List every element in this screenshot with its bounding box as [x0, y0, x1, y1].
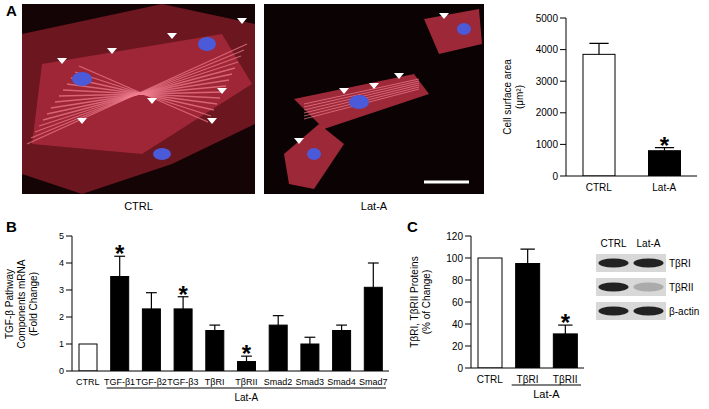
html-text:B: B	[6, 218, 17, 235]
svg-text:*: *	[242, 340, 252, 367]
html-text:Cell surface area: Cell surface area	[502, 59, 513, 135]
svg-text:4: 4	[59, 258, 64, 268]
svg-text:Smad3: Smad3	[295, 377, 324, 387]
svg-text:0: 0	[552, 171, 558, 182]
svg-text:TβRII: TβRII	[235, 377, 257, 387]
html-text:TβRII: TβRII	[669, 281, 694, 293]
svg-text:CTRL: CTRL	[586, 182, 613, 193]
html-text:C: C	[407, 218, 418, 235]
svg-text:*: *	[660, 132, 670, 159]
svg-text:3000: 3000	[536, 76, 559, 87]
svg-text:TGF-β2: TGF-β2	[136, 377, 167, 387]
svg-text:80: 80	[452, 275, 464, 286]
svg-text:Lat-A: Lat-A	[234, 392, 258, 403]
svg-text:TβRI: TβRI	[205, 377, 225, 387]
html-text:(μm²): (μm²)	[514, 85, 525, 109]
svg-text:2: 2	[59, 312, 64, 322]
svg-text:Smad4: Smad4	[327, 377, 356, 387]
svg-text:0: 0	[59, 366, 64, 376]
svg-text:CTRL: CTRL	[76, 377, 100, 387]
svg-text:CTRL: CTRL	[477, 374, 504, 385]
svg-text:1: 1	[59, 339, 64, 349]
html-text:TβRI: TβRI	[669, 257, 691, 269]
html-text:CTRL: CTRL	[600, 238, 627, 249]
svg-text:1000: 1000	[536, 139, 559, 150]
svg-text:120: 120	[446, 231, 463, 242]
html-text:(Fold Change): (Fold Change)	[28, 271, 39, 336]
svg-text:60: 60	[452, 297, 464, 308]
svg-text:2000: 2000	[536, 107, 559, 118]
svg-text:TβRI: TβRI	[517, 374, 539, 385]
html-text:A: A	[6, 2, 17, 19]
html-text:β-actin: β-actin	[669, 305, 700, 317]
svg-text:*: *	[115, 240, 125, 267]
html-text:(% of Change): (% of Change)	[421, 269, 432, 335]
svg-text:*: *	[561, 309, 571, 336]
svg-text:20: 20	[452, 341, 464, 352]
svg-text:4000: 4000	[536, 44, 559, 55]
svg-text:*: *	[178, 281, 188, 308]
svg-text:3: 3	[59, 285, 64, 295]
svg-text:Lat-A: Lat-A	[652, 182, 676, 193]
svg-text:5: 5	[59, 231, 64, 241]
svg-text:TβRII: TβRII	[553, 374, 578, 385]
svg-text:40: 40	[452, 319, 464, 330]
html-text:Lat-A: Lat-A	[360, 200, 388, 212]
html-text:Components mRNA: Components mRNA	[16, 259, 27, 348]
svg-text:0: 0	[457, 363, 463, 374]
html-text:CTRL: CTRL	[124, 200, 153, 212]
svg-text:Smad2: Smad2	[264, 377, 293, 387]
html-text:Lat-A: Lat-A	[636, 238, 661, 249]
html-text:TGF-β Pathway: TGF-β Pathway	[4, 268, 15, 339]
svg-text:5000: 5000	[536, 13, 559, 24]
svg-text:TGF-β1: TGF-β1	[104, 377, 135, 387]
html-text:TβRI, TβRII Proteins: TβRI, TβRII Proteins	[409, 256, 420, 348]
svg-text:Smad7: Smad7	[359, 377, 388, 387]
svg-text:TGF-β3: TGF-β3	[167, 377, 198, 387]
svg-text:100: 100	[446, 253, 463, 264]
svg-text:Lat-A: Lat-A	[533, 388, 560, 400]
